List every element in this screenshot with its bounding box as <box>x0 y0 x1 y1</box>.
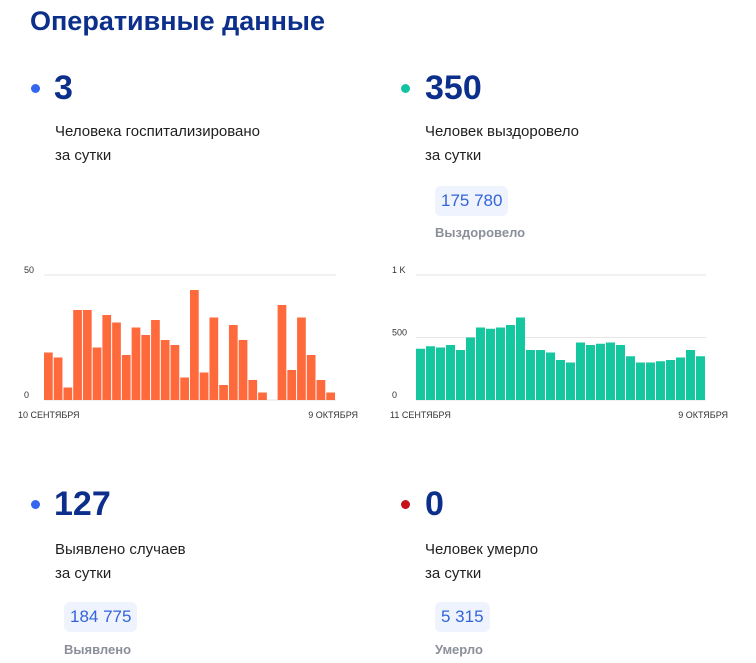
hospitalized-bar-chart: 50 0 10 СЕНТЯБРЯ 9 ОКТЯБРЯ <box>18 265 358 420</box>
x-end-label: 9 ОКТЯБРЯ <box>678 410 728 420</box>
bar <box>656 361 665 400</box>
bar <box>287 370 297 400</box>
teal-dot-icon <box>401 84 410 93</box>
y-tick-label: 0 <box>24 390 29 400</box>
deaths-label: Человек умерло <box>425 541 539 558</box>
deaths-total-badge: 5 315 <box>435 602 490 632</box>
bar <box>626 356 635 400</box>
cases-value: 127 <box>54 485 111 523</box>
bar <box>102 315 112 400</box>
bar <box>636 362 645 400</box>
bar <box>228 325 238 400</box>
recovered-value: 350 <box>425 69 482 107</box>
hospitalized-label: Человека госпитализировано <box>55 123 261 140</box>
bar <box>676 357 685 400</box>
recovered-total-badge: 175 780 <box>435 186 509 216</box>
bar <box>190 290 199 400</box>
cases-label: Выявлено случаев <box>55 541 186 558</box>
bar <box>646 362 655 400</box>
bar <box>180 377 189 400</box>
bar <box>238 340 248 400</box>
y-tick-label: 500 <box>392 328 407 338</box>
bar <box>486 328 495 400</box>
bar <box>63 387 73 400</box>
bar <box>606 342 615 400</box>
x-start-label: 11 СЕНТЯБРЯ <box>390 410 451 420</box>
deaths-total-label: Умерло <box>435 642 483 657</box>
bar <box>586 345 595 400</box>
bar <box>316 380 326 400</box>
x-start-label: 10 СЕНТЯБРЯ <box>18 410 80 420</box>
page-title: Оперативные данные <box>30 6 325 36</box>
y-tick-label: 1 K <box>392 265 406 275</box>
recovered-bar-chart: 1 K 500 0 11 СЕНТЯБРЯ 9 ОКТЯБРЯ <box>390 265 728 420</box>
recovered-label: Человек выздоровело <box>425 123 579 140</box>
bar <box>666 360 675 400</box>
bar <box>219 385 228 400</box>
bar <box>526 350 535 400</box>
bar <box>436 347 445 400</box>
bar <box>566 362 575 400</box>
bar <box>297 317 306 400</box>
bar <box>416 348 425 400</box>
bar <box>82 310 92 400</box>
bar <box>277 305 287 400</box>
bar <box>616 345 625 400</box>
deaths-value: 0 <box>425 485 444 523</box>
bar <box>426 346 435 400</box>
bar <box>506 325 515 400</box>
bar <box>466 337 475 400</box>
bar <box>258 392 267 400</box>
red-dot-icon <box>401 500 410 509</box>
bar <box>446 345 455 400</box>
bar <box>121 355 131 400</box>
blue-dot-icon <box>31 500 40 509</box>
x-end-label: 9 ОКТЯБРЯ <box>308 410 358 420</box>
deaths-period: за сутки <box>425 565 482 582</box>
bar <box>476 327 485 400</box>
bar <box>596 343 605 400</box>
bar <box>44 352 53 400</box>
bar <box>306 355 316 400</box>
bar <box>92 347 102 400</box>
bar <box>170 345 180 400</box>
bar <box>696 356 705 400</box>
y-tick-label: 0 <box>392 390 397 400</box>
recovered-period: за сутки <box>425 147 482 164</box>
bar <box>131 327 141 400</box>
blue-dot-icon <box>31 84 40 93</box>
bar <box>456 350 465 400</box>
bar <box>141 335 151 400</box>
bar <box>73 310 82 400</box>
bar <box>516 317 525 400</box>
bar <box>209 317 219 400</box>
bar <box>199 372 209 400</box>
bar <box>112 322 121 400</box>
bar <box>546 352 555 400</box>
cases-total-label: Выявлено <box>64 642 132 657</box>
bar <box>151 320 160 400</box>
bar <box>576 342 585 400</box>
hospitalized-period: за сутки <box>55 147 112 164</box>
bar <box>556 360 565 400</box>
hospitalized-value: 3 <box>54 69 73 107</box>
y-tick-label: 50 <box>24 265 34 275</box>
bar <box>326 392 335 400</box>
bar <box>248 380 258 400</box>
cases-period: за сутки <box>55 565 112 582</box>
bar <box>496 327 505 400</box>
bar <box>686 350 695 400</box>
bar <box>160 340 170 400</box>
cases-total-badge: 184 775 <box>64 602 138 632</box>
recovered-total-label: Выздоровело <box>435 225 526 240</box>
bar <box>53 357 63 400</box>
bar <box>536 350 545 400</box>
